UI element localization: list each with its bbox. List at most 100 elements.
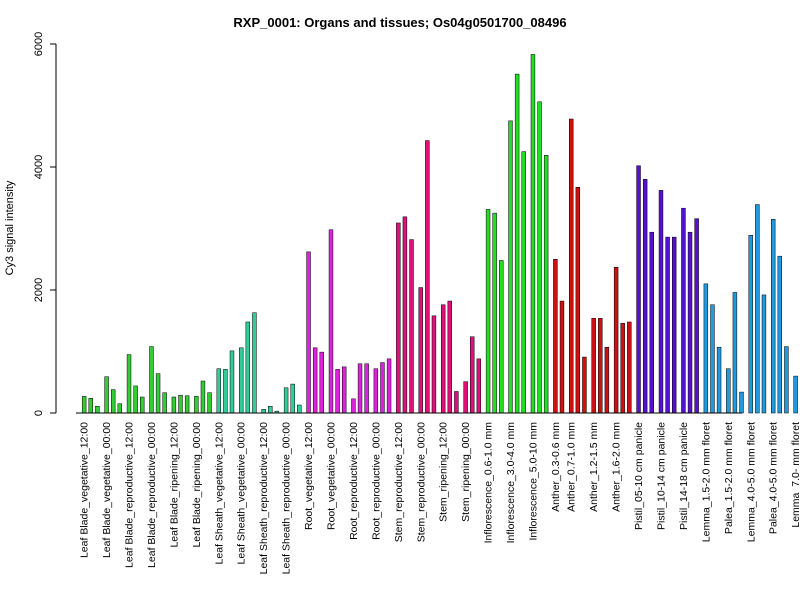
- chart-title: RXP_0001: Organs and tissues; Os04g05017…: [233, 15, 566, 30]
- bar: [216, 368, 221, 414]
- bar: [149, 346, 154, 414]
- bar: [245, 321, 251, 414]
- bar: [373, 368, 379, 414]
- bar: [155, 373, 161, 414]
- bar: [582, 356, 587, 414]
- bar: [553, 259, 558, 414]
- bar: [341, 366, 347, 414]
- x-tick-label: Stem_reproductive_12:00: [393, 422, 405, 542]
- bar: [95, 405, 100, 414]
- bar: [252, 312, 257, 414]
- bar: [613, 267, 619, 414]
- bar: [470, 336, 475, 414]
- bar: [194, 396, 199, 414]
- bar: [239, 347, 244, 414]
- x-tick-label: Anther_1.6-2.0 mm: [611, 422, 623, 512]
- x-tick-label: Leaf Sheath_vegetative_00:00: [236, 422, 248, 565]
- x-tick-label: Leaf Blade_vegetative_00:00: [101, 422, 113, 558]
- x-tick-label: Anther_0.3-0.6 mm: [550, 422, 562, 512]
- bar: [739, 391, 744, 414]
- bar: [755, 204, 760, 414]
- x-tick-label: Palea_4.0-5.0 mm floret: [768, 422, 780, 534]
- bar: [447, 300, 452, 414]
- bar: [463, 381, 468, 414]
- bar: [268, 405, 273, 414]
- bar: [126, 354, 132, 414]
- x-tick-label: Pistil_05-10 cm panicle: [633, 422, 645, 530]
- bar: [543, 155, 549, 414]
- bar: [364, 363, 369, 414]
- x-tick-label: Lemma_4.0-5.0 mm floret: [745, 422, 757, 542]
- bar: [598, 318, 603, 414]
- bar: [306, 251, 311, 414]
- bar: [508, 120, 513, 414]
- x-tick-label: Lemma_1.5-2.0 mm floret: [700, 422, 712, 542]
- x-tick-label: Leaf Sheath_vegetative_12:00: [213, 422, 225, 565]
- y-tick-label: 4000: [33, 155, 45, 179]
- bar: [357, 363, 363, 414]
- bar: [81, 396, 87, 414]
- bar: [110, 389, 116, 414]
- bar: [409, 239, 414, 414]
- x-tick-label: Leaf Sheath_reproductive_12:00: [258, 422, 270, 575]
- bar: [133, 385, 138, 414]
- bar: [319, 351, 324, 414]
- bar: [178, 394, 183, 414]
- bar: [537, 101, 542, 414]
- x-tick-label: Leaf Blade_vegetative_12:00: [79, 422, 91, 558]
- bar: [748, 235, 753, 414]
- bar: [710, 304, 715, 414]
- bar: [761, 294, 767, 414]
- x-tick-label: Root_vegetative_00:00: [325, 422, 337, 530]
- bar: [140, 396, 145, 414]
- bar: [627, 321, 632, 414]
- bar: [207, 392, 212, 414]
- bar: [499, 260, 504, 414]
- x-tick-label: Inflorescence_5.0-10 mm: [527, 422, 539, 541]
- bar: [431, 315, 437, 414]
- bar: [777, 255, 782, 414]
- bar: [492, 212, 497, 414]
- y-tick-label: 2000: [33, 278, 45, 302]
- x-tick-label: Leaf Blade_reproductive_12:00: [124, 422, 136, 568]
- x-tick-label: Leaf Blade_ripening_00:00: [191, 422, 203, 548]
- x-tick-label: Pistil_14-18 cm panicle: [678, 422, 690, 530]
- bar: [658, 190, 664, 414]
- bar: [681, 207, 686, 414]
- bar: [604, 346, 610, 414]
- bar: [184, 395, 190, 414]
- bar: [591, 318, 596, 414]
- bar: [117, 403, 122, 414]
- x-tick-label: Inflorescence_3.0-4.0 mm: [505, 422, 517, 544]
- bar: [703, 283, 709, 414]
- bar: [636, 165, 641, 414]
- bar: [687, 231, 693, 414]
- bar: [171, 396, 177, 414]
- x-tick-label: Pistil_10-14 cm panicle: [655, 422, 667, 530]
- bar: [351, 398, 356, 414]
- bar: [396, 222, 401, 414]
- bar: [784, 346, 789, 414]
- x-tick-label: Anther_1.2-1.5 mm: [588, 422, 600, 512]
- y-axis-label: Cy3 signal intensity: [4, 180, 16, 275]
- bar: [104, 376, 109, 414]
- bar: [328, 229, 334, 414]
- bar: [380, 362, 385, 414]
- bar: [665, 236, 670, 414]
- x-tick-label: Lemma_7.0- mm floret: [790, 422, 800, 528]
- bar: [569, 118, 574, 414]
- bar: [162, 392, 167, 414]
- bar: [290, 383, 295, 414]
- bar: [88, 397, 93, 414]
- bar: [229, 350, 235, 414]
- bar: [425, 140, 430, 414]
- bar: [514, 73, 520, 414]
- x-tick-label: Anther_0.7-1.0 mm: [566, 422, 578, 512]
- bar: [716, 346, 722, 414]
- bar: [418, 287, 423, 414]
- bar: [386, 358, 392, 414]
- y-axis: 0 2000 4000 6000: [33, 32, 57, 416]
- bar: [440, 304, 446, 414]
- y-tick-label: 0: [33, 410, 45, 416]
